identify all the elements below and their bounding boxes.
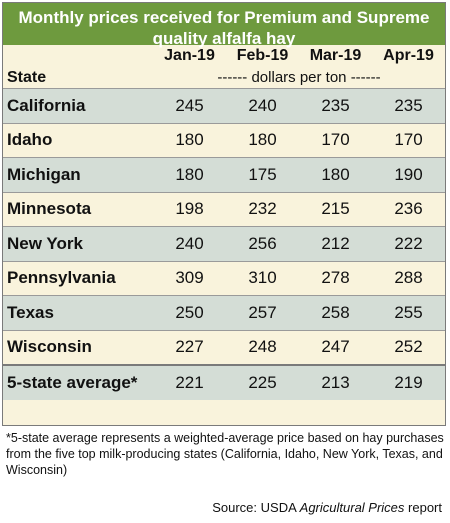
state-name-cell: Michigan bbox=[3, 157, 153, 192]
price-cell: 219 bbox=[372, 364, 445, 400]
price-cell: 221 bbox=[153, 364, 226, 400]
price-cell: 245 bbox=[153, 88, 226, 123]
price-cell: 255 bbox=[372, 295, 445, 330]
price-cell: 257 bbox=[226, 295, 299, 330]
price-cell: 180 bbox=[153, 122, 226, 158]
table-row: Idaho 180 180 170 170 bbox=[3, 122, 445, 158]
price-cell: 288 bbox=[372, 260, 445, 296]
price-cell: 170 bbox=[372, 122, 445, 158]
state-name-cell: Idaho bbox=[3, 122, 153, 158]
table-row: Texas 250 257 258 255 bbox=[3, 295, 445, 330]
state-name-cell: New York bbox=[3, 226, 153, 261]
price-cell: 247 bbox=[299, 329, 372, 365]
state-name-cell: Pennsylvania bbox=[3, 260, 153, 296]
month-header: Feb-19 bbox=[226, 45, 299, 67]
header-spacer bbox=[3, 45, 153, 67]
price-cell: 235 bbox=[299, 88, 372, 123]
state-name-cell: Wisconsin bbox=[3, 329, 153, 365]
price-cell: 236 bbox=[372, 191, 445, 227]
price-table: Jan-19 Feb-19 Mar-19 Apr-19 State ------… bbox=[3, 45, 445, 400]
price-cell: 310 bbox=[226, 260, 299, 296]
price-cell: 170 bbox=[299, 122, 372, 158]
price-cell: 232 bbox=[226, 191, 299, 227]
price-table-card: Monthly prices received for Premium and … bbox=[2, 2, 446, 426]
price-cell: 180 bbox=[153, 157, 226, 192]
source-line: Source: USDA Agricultural Prices report bbox=[212, 500, 442, 515]
table-row: New York 240 256 212 222 bbox=[3, 226, 445, 261]
source-prefix: Source: USDA bbox=[212, 500, 300, 515]
price-cell: 180 bbox=[226, 122, 299, 158]
price-cell: 248 bbox=[226, 329, 299, 365]
source-suffix: report bbox=[404, 500, 442, 515]
price-cell: 256 bbox=[226, 226, 299, 261]
footnote: *5-state average represents a weighted-a… bbox=[6, 431, 444, 477]
table-row: California 245 240 235 235 bbox=[3, 88, 445, 123]
price-cell: 212 bbox=[299, 226, 372, 261]
month-header: Mar-19 bbox=[299, 45, 372, 67]
price-cell: 175 bbox=[226, 157, 299, 192]
price-cell: 309 bbox=[153, 260, 226, 296]
price-cell: 215 bbox=[299, 191, 372, 227]
price-cell: 235 bbox=[372, 88, 445, 123]
source-publication: Agricultural Prices bbox=[299, 500, 405, 515]
state-name-cell: 5-state average* bbox=[3, 364, 153, 400]
table-row: Michigan 180 175 180 190 bbox=[3, 157, 445, 192]
price-cell: 180 bbox=[299, 157, 372, 192]
table-row: Wisconsin 227 248 247 252 bbox=[3, 329, 445, 365]
price-cell: 250 bbox=[153, 295, 226, 330]
state-name-cell: California bbox=[3, 88, 153, 123]
units-row: State ------ dollars per ton ------ bbox=[3, 67, 445, 89]
state-name-cell: Minnesota bbox=[3, 191, 153, 227]
price-cell: 198 bbox=[153, 191, 226, 227]
price-cell: 190 bbox=[372, 157, 445, 192]
price-cell: 278 bbox=[299, 260, 372, 296]
price-cell: 222 bbox=[372, 226, 445, 261]
price-cell: 227 bbox=[153, 329, 226, 365]
table-row: Pennsylvania 309 310 278 288 bbox=[3, 260, 445, 296]
units-label: ------ dollars per ton ------ bbox=[153, 67, 445, 89]
month-header-row: Jan-19 Feb-19 Mar-19 Apr-19 bbox=[3, 45, 445, 67]
price-cell: 252 bbox=[372, 329, 445, 365]
month-header: Jan-19 bbox=[153, 45, 226, 67]
average-row: 5-state average* 221 225 213 219 bbox=[3, 364, 445, 400]
price-cell: 240 bbox=[153, 226, 226, 261]
state-column-header: State bbox=[3, 67, 153, 89]
price-cell: 225 bbox=[226, 364, 299, 400]
table-title: Monthly prices received for Premium and … bbox=[3, 3, 445, 48]
state-name-cell: Texas bbox=[3, 295, 153, 330]
price-cell: 258 bbox=[299, 295, 372, 330]
month-header: Apr-19 bbox=[372, 45, 445, 67]
table-row: Minnesota 198 232 215 236 bbox=[3, 191, 445, 227]
price-cell: 213 bbox=[299, 364, 372, 400]
price-cell: 240 bbox=[226, 88, 299, 123]
